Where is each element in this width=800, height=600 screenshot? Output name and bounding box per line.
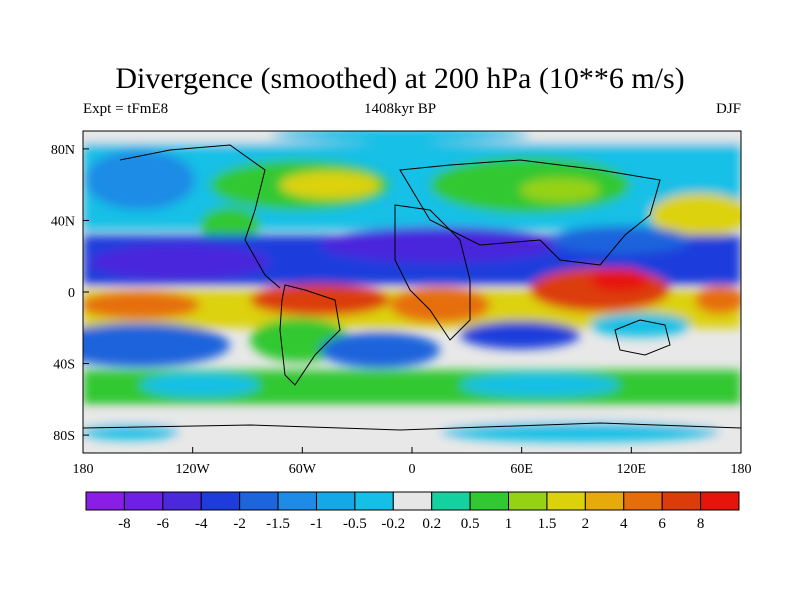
blob xyxy=(460,373,620,397)
y-tick-label: 40S xyxy=(53,358,75,373)
blob xyxy=(250,284,390,316)
colorbar-swatch xyxy=(354,491,394,511)
colorbar-swatch xyxy=(392,491,433,511)
blob xyxy=(550,226,690,254)
y-tick-label: 80S xyxy=(53,429,75,444)
colorbar-swatch xyxy=(85,491,125,511)
eurasia-coast xyxy=(399,159,661,266)
antarctica-coast xyxy=(83,422,741,431)
colorbar-label: 1 xyxy=(505,516,513,532)
y-tick-label: 80N xyxy=(51,143,75,158)
blob xyxy=(83,291,200,319)
colorbar-label: -8 xyxy=(118,516,131,532)
chart-title: Divergence (smoothed) at 200 hPa (10**6 … xyxy=(115,62,685,95)
blob xyxy=(140,373,260,397)
colorbar-label: 4 xyxy=(620,516,628,532)
colorbar-label: 8 xyxy=(697,516,705,532)
field-blobs xyxy=(83,131,741,442)
x-tick-label: 60E xyxy=(510,462,533,477)
x-tick-label: 60W xyxy=(289,462,317,477)
field-layer xyxy=(83,131,741,453)
blob xyxy=(320,227,560,263)
blob xyxy=(520,178,600,202)
colorbar-swatch xyxy=(315,491,356,511)
colorbar-swatch xyxy=(162,491,202,511)
blob xyxy=(200,207,260,243)
colorbar-label: 6 xyxy=(658,516,666,532)
x-tick-label: 120E xyxy=(617,462,647,477)
coastlines xyxy=(83,144,741,431)
colorbar-swatch xyxy=(123,491,164,511)
blob xyxy=(390,287,490,323)
blob xyxy=(695,286,741,314)
colorbar-swatch xyxy=(700,491,740,511)
colorbar-swatch xyxy=(584,491,625,511)
colorbar-label: 0.5 xyxy=(461,516,480,532)
colorbar-label: -0.5 xyxy=(343,516,367,532)
colorbar-label: 1.5 xyxy=(538,516,557,532)
blob xyxy=(320,332,440,368)
colorbar: -8 -6 -4 -2 -1.5 -1 -0.5 -0.2 0.2 0.5 1 1.5 2 4 6 8 xyxy=(85,491,740,532)
colorbar-swatch xyxy=(661,491,702,511)
colorbar-swatch xyxy=(431,491,471,511)
x-tick-label: 180 xyxy=(731,462,752,477)
colorbar-label: -2 xyxy=(233,516,246,532)
south-america-coast xyxy=(279,284,341,386)
blob xyxy=(440,422,720,442)
blob xyxy=(590,268,650,292)
colorbar-label: 0.2 xyxy=(422,516,441,532)
colorbar-swatch xyxy=(623,491,663,511)
colorbar-label: -4 xyxy=(195,516,208,532)
x-tick-label: 0 xyxy=(409,462,416,477)
blob xyxy=(460,321,580,349)
y-tick-label: 0 xyxy=(68,286,75,301)
colorbar-swatch xyxy=(200,491,241,511)
y-tick-label: 40N xyxy=(51,214,75,229)
season-label: DJF xyxy=(715,101,741,117)
africa-coast xyxy=(394,204,471,341)
colorbar-swatch xyxy=(469,491,510,511)
x-tick-label: 120W xyxy=(176,462,211,477)
colorbar-label: -1.5 xyxy=(266,516,290,532)
time-label: 1408kyr BP xyxy=(363,101,437,117)
blob xyxy=(270,131,530,143)
north-america-coast xyxy=(119,144,281,289)
colorbar-swatch xyxy=(239,491,279,511)
blob xyxy=(280,171,380,199)
colorbar-label: 2 xyxy=(582,516,590,532)
colorbar-label: -1 xyxy=(310,516,323,532)
x-tick-label: 180 xyxy=(73,462,94,477)
experiment-label: Expt = tFmE8 xyxy=(83,101,169,117)
blob xyxy=(90,244,270,280)
blob xyxy=(650,193,741,237)
blob xyxy=(83,323,230,367)
australia-coast xyxy=(614,319,671,356)
colorbar-swatch xyxy=(277,491,317,511)
colorbar-label: -6 xyxy=(157,516,170,532)
colorbar-label: -0.2 xyxy=(381,516,405,532)
colorbar-swatch xyxy=(546,491,586,511)
colorbar-swatch xyxy=(508,491,548,511)
blob xyxy=(590,313,690,337)
blob xyxy=(85,150,195,210)
axes: 180 120W 60W 0 60E 120E 180 80N 40N 0 40S 80S xyxy=(51,143,752,477)
